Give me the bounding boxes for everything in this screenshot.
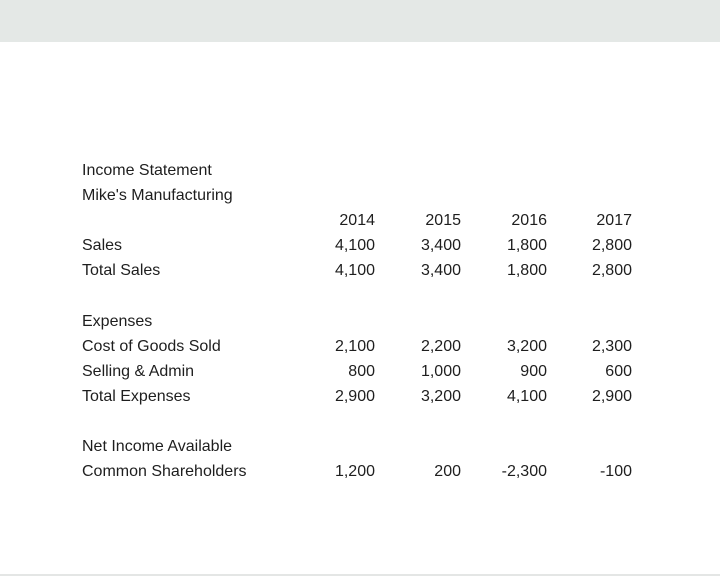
cell-value: 800 bbox=[348, 363, 375, 380]
title-row: Income Statement bbox=[82, 158, 642, 183]
total-sales-row: Total Sales 4,100 3,400 1,800 2,800 bbox=[82, 258, 642, 283]
row-label: Sales bbox=[82, 237, 123, 254]
row-label: Common Shareholders bbox=[82, 463, 247, 480]
net-income-header-row: Net Income Available bbox=[82, 434, 642, 459]
company-row: Mike's Manufacturing bbox=[82, 183, 642, 208]
cell-value: 1,800 bbox=[506, 262, 547, 279]
cell-value: 3,200 bbox=[420, 388, 461, 405]
cell-value: -2,300 bbox=[501, 463, 547, 480]
cell-value: 4,100 bbox=[506, 388, 547, 405]
section-header: Net Income Available bbox=[82, 438, 233, 455]
cell-value: 1,200 bbox=[334, 463, 375, 480]
cogs-row: Cost of Goods Sold 2,100 2,200 3,200 2,3… bbox=[82, 334, 642, 359]
cell-value: 3,200 bbox=[506, 338, 547, 355]
year-header-row: 2014 2015 2016 2017 bbox=[82, 208, 642, 233]
bottom-divider bbox=[0, 574, 720, 576]
cell-value: 2,800 bbox=[591, 237, 632, 254]
row-label: Selling & Admin bbox=[82, 363, 195, 380]
cell-value: 200 bbox=[434, 463, 461, 480]
year-header: 2017 bbox=[596, 212, 632, 229]
sales-row: Sales 4,100 3,400 1,800 2,800 bbox=[82, 233, 642, 258]
row-label: Total Expenses bbox=[82, 388, 191, 405]
cell-value: 2,800 bbox=[591, 262, 632, 279]
cell-value: 4,100 bbox=[334, 237, 375, 254]
expenses-header-row: Expenses bbox=[82, 309, 642, 334]
company-name: Mike's Manufacturing bbox=[82, 187, 233, 204]
year-header: 2015 bbox=[425, 212, 461, 229]
selling-admin-row: Selling & Admin 800 1,000 900 600 bbox=[82, 359, 642, 384]
cell-value: 3,400 bbox=[420, 262, 461, 279]
cell-value: 2,900 bbox=[591, 388, 632, 405]
cell-value: 3,400 bbox=[420, 237, 461, 254]
cell-value: 2,200 bbox=[420, 338, 461, 355]
section-header: Expenses bbox=[82, 313, 153, 330]
cell-value: -100 bbox=[599, 463, 632, 480]
total-expenses-row: Total Expenses 2,900 3,200 4,100 2,900 bbox=[82, 384, 642, 409]
cell-value: 2,100 bbox=[334, 338, 375, 355]
cell-value: 1,000 bbox=[420, 363, 461, 380]
statement-title: Income Statement bbox=[82, 162, 212, 179]
row-label: Cost of Goods Sold bbox=[82, 338, 221, 355]
cell-value: 1,800 bbox=[506, 237, 547, 254]
row-label: Total Sales bbox=[82, 262, 161, 279]
cell-value: 2,300 bbox=[591, 338, 632, 355]
cell-value: 600 bbox=[605, 363, 632, 380]
cell-value: 900 bbox=[520, 363, 547, 380]
cell-value: 2,900 bbox=[334, 388, 375, 405]
net-income-row: Common Shareholders 1,200 200 -2,300 -10… bbox=[82, 459, 642, 484]
cell-value: 4,100 bbox=[334, 262, 375, 279]
top-toolbar-band bbox=[0, 0, 720, 42]
year-header: 2014 bbox=[339, 212, 375, 229]
year-header: 2016 bbox=[511, 212, 547, 229]
